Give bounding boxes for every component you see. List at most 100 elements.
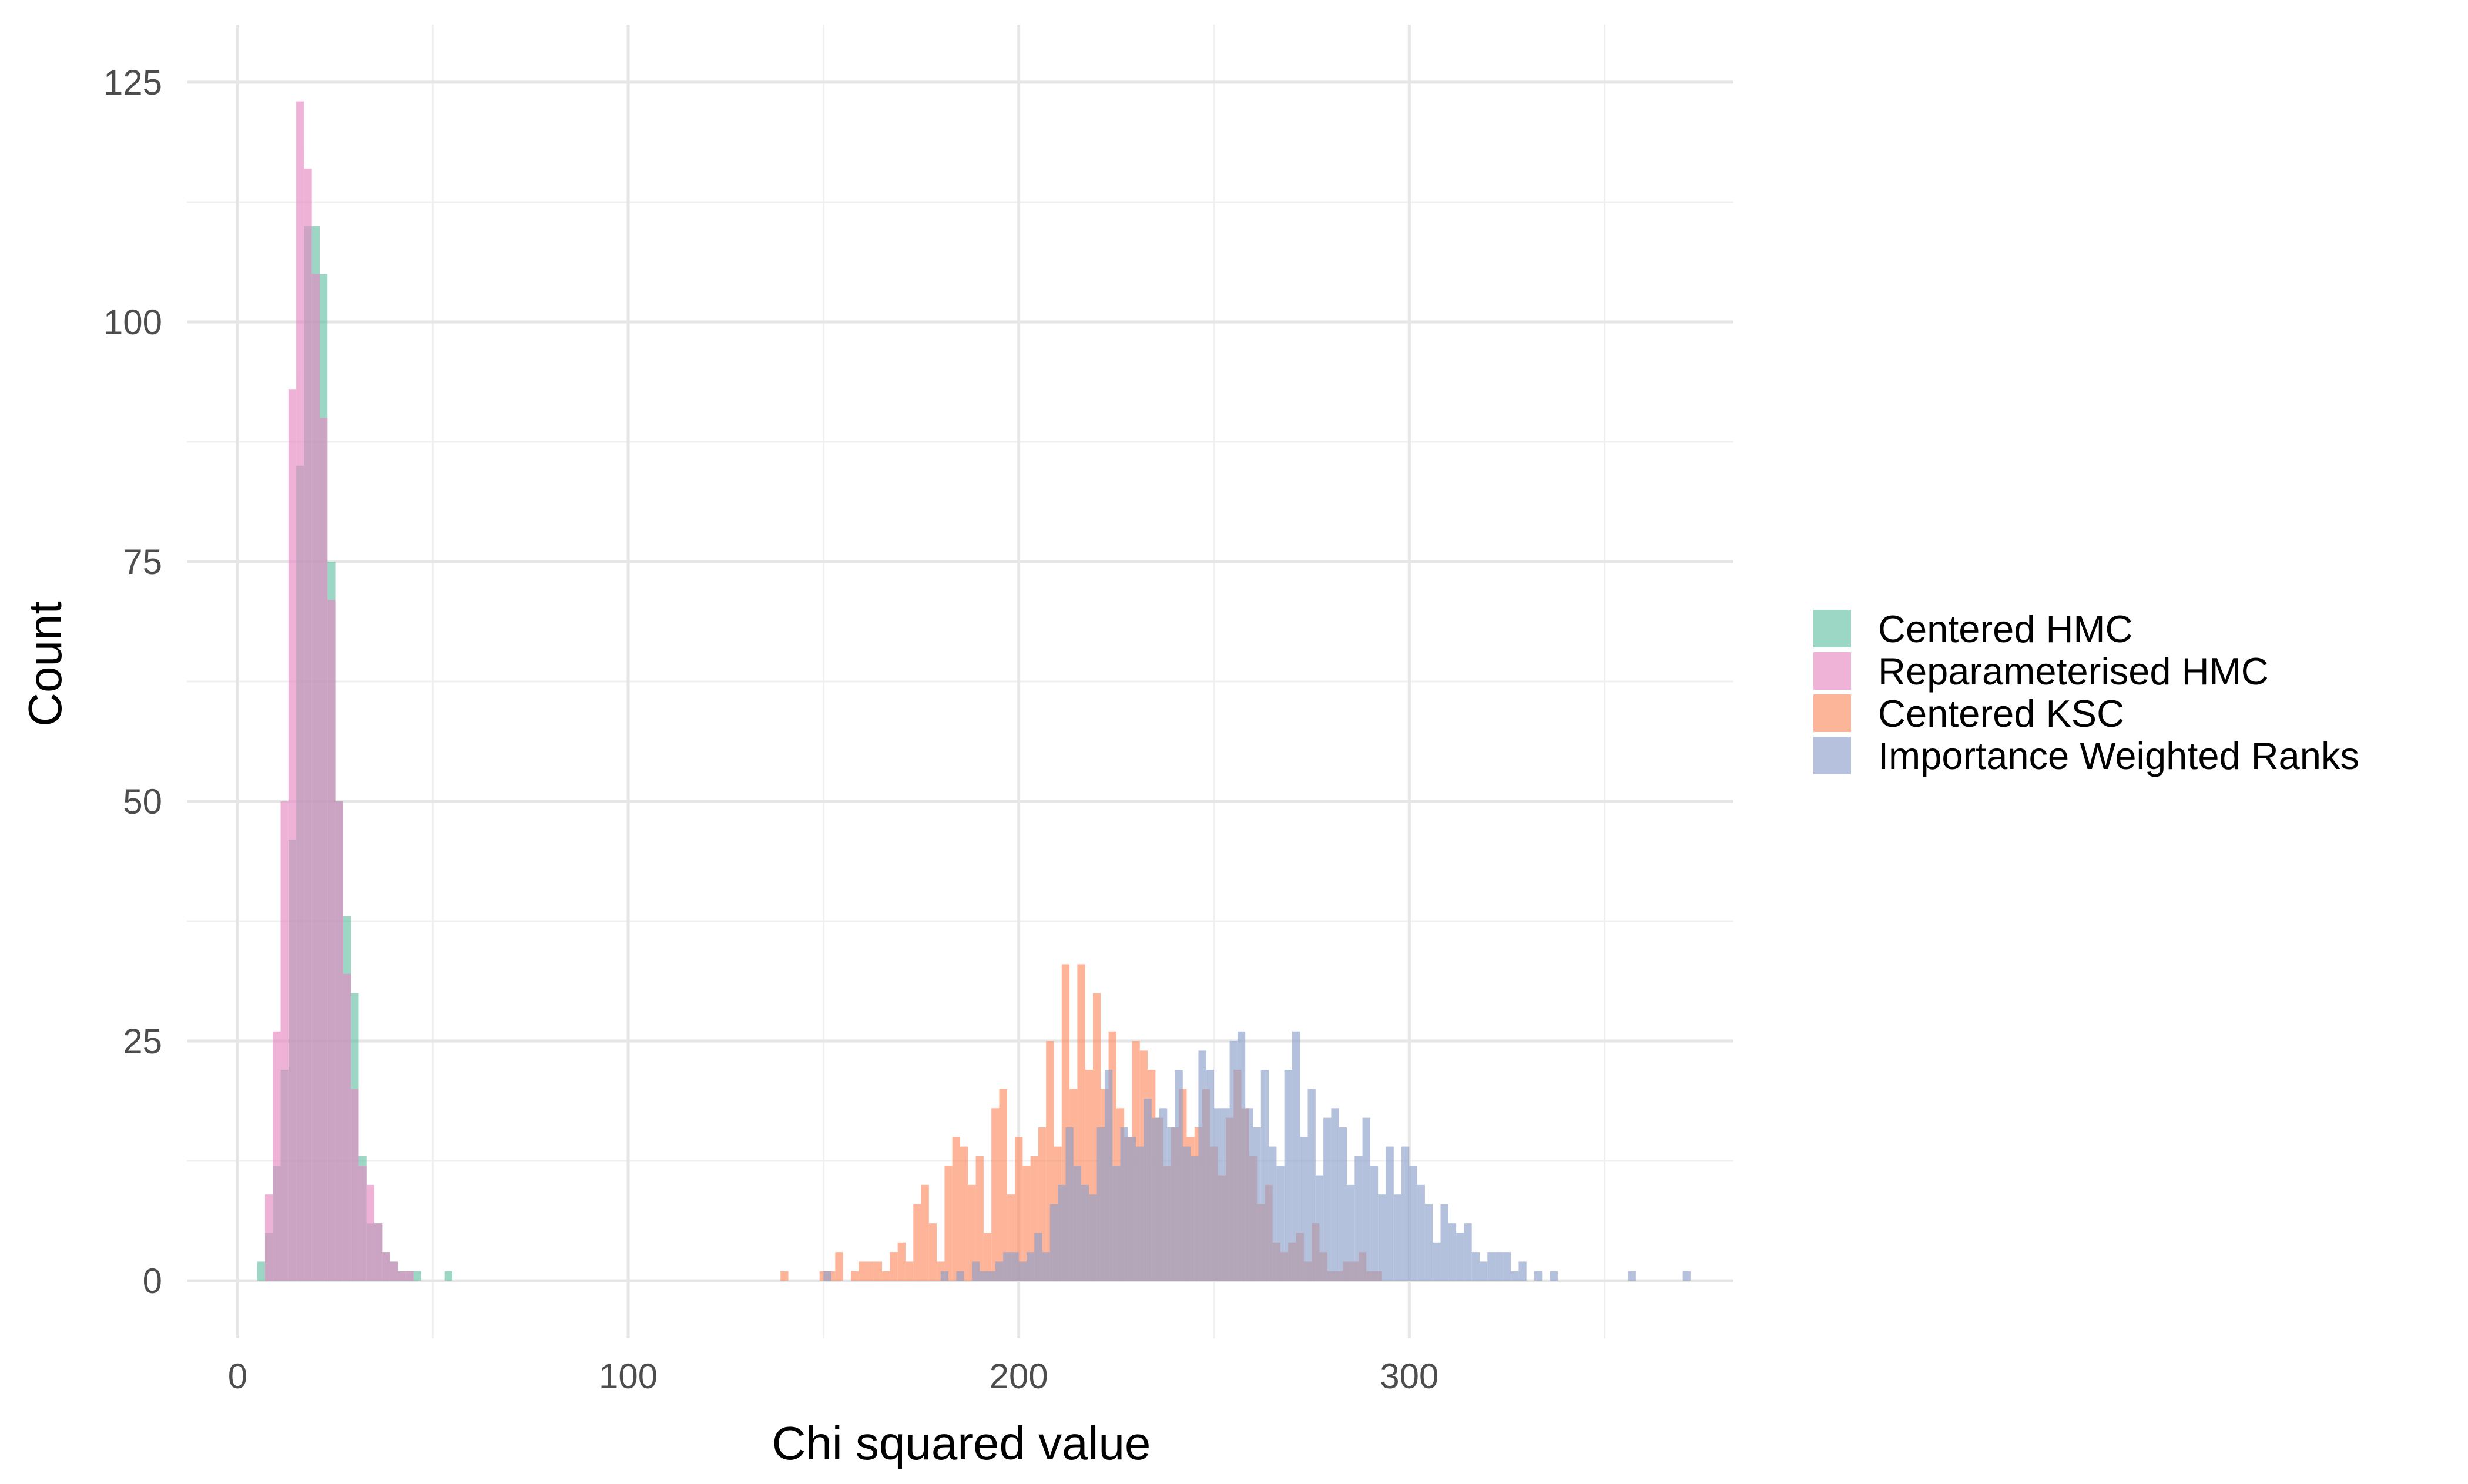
y-tick-label: 75 bbox=[123, 542, 162, 582]
histogram-bar bbox=[850, 1271, 859, 1281]
histogram-bar bbox=[1159, 1108, 1168, 1281]
histogram-bar bbox=[264, 1194, 273, 1281]
histogram-bar bbox=[1253, 1127, 1261, 1281]
histogram-bar bbox=[390, 1261, 398, 1281]
histogram-bar bbox=[1378, 1194, 1386, 1281]
y-tick-label: 100 bbox=[103, 303, 162, 342]
histogram-bar bbox=[1487, 1252, 1495, 1281]
legend-label: Reparameterised HMC bbox=[1878, 650, 2269, 693]
histogram-bar bbox=[1104, 1070, 1113, 1281]
histogram-bar bbox=[311, 274, 320, 1281]
histogram-bar bbox=[1682, 1271, 1691, 1281]
histogram-bar bbox=[1315, 1175, 1324, 1281]
histogram-bar bbox=[1245, 1108, 1253, 1281]
histogram-bar bbox=[866, 1261, 874, 1281]
histogram-bar bbox=[1015, 1137, 1023, 1281]
histogram-bar bbox=[1433, 1242, 1441, 1281]
histogram-bar bbox=[1003, 1252, 1011, 1281]
histogram-bar bbox=[1464, 1223, 1472, 1281]
histogram-bar bbox=[1331, 1108, 1339, 1281]
histogram-bar bbox=[1112, 1166, 1121, 1281]
y-tick-label: 125 bbox=[103, 63, 162, 102]
histogram-bar bbox=[823, 1271, 831, 1281]
histogram-bar bbox=[859, 1261, 867, 1281]
histogram-bar bbox=[1339, 1127, 1347, 1281]
histogram-bar bbox=[1167, 1127, 1175, 1281]
histogram-bar bbox=[835, 1252, 843, 1281]
legend-swatch bbox=[1813, 610, 1851, 647]
y-tick-label: 50 bbox=[123, 782, 162, 821]
histogram-bar bbox=[1018, 1261, 1027, 1281]
histogram-bar bbox=[335, 801, 343, 1281]
histogram-bar bbox=[874, 1261, 883, 1281]
histogram-bar bbox=[980, 1271, 988, 1281]
histogram-bar bbox=[1440, 1204, 1448, 1281]
tick-labels: 0 100 200 300 0 25 50 75 100 125 bbox=[103, 63, 1439, 1396]
histogram-bar bbox=[1292, 1031, 1300, 1281]
histogram-bar bbox=[1479, 1261, 1488, 1281]
histogram-bar bbox=[913, 1204, 921, 1281]
series-1 bbox=[264, 101, 414, 1281]
histogram-bar bbox=[991, 1108, 1000, 1281]
histogram-bar bbox=[960, 1146, 968, 1281]
histogram-bar bbox=[1284, 1070, 1292, 1281]
histogram-bar bbox=[288, 389, 297, 1281]
legend-label: Centered KSC bbox=[1878, 692, 2124, 735]
histogram-bar bbox=[1323, 1117, 1332, 1281]
histogram-bar bbox=[1417, 1184, 1425, 1281]
histogram-bar bbox=[280, 801, 289, 1281]
histogram-bar bbox=[1026, 1252, 1035, 1281]
legend-swatch bbox=[1813, 652, 1851, 690]
histogram-bar bbox=[882, 1271, 890, 1281]
histogram-bar bbox=[257, 1261, 265, 1281]
histogram-bar bbox=[1511, 1271, 1519, 1281]
histogram-bar bbox=[1471, 1252, 1480, 1281]
histogram-bar bbox=[1370, 1166, 1379, 1281]
histogram-bar bbox=[1362, 1117, 1370, 1281]
histogram-bar bbox=[968, 1184, 976, 1281]
histogram-bar bbox=[952, 1137, 960, 1281]
histogram-bar bbox=[296, 101, 304, 1281]
histogram-bar bbox=[327, 600, 336, 1281]
histogram-bar bbox=[1393, 1194, 1402, 1281]
histogram-bar bbox=[983, 1233, 992, 1281]
x-tick-label: 200 bbox=[990, 1357, 1048, 1396]
histogram-bar bbox=[413, 1271, 421, 1281]
histogram-bar bbox=[921, 1184, 929, 1281]
histogram-bar bbox=[1300, 1137, 1308, 1281]
histogram-bar bbox=[995, 1261, 1004, 1281]
histogram-bar bbox=[1198, 1050, 1206, 1281]
histogram-bar bbox=[1456, 1233, 1464, 1281]
histogram-bar bbox=[366, 1184, 375, 1281]
histogram-bar bbox=[890, 1252, 898, 1281]
histogram-bar bbox=[1229, 1041, 1238, 1281]
histogram-bar bbox=[780, 1271, 789, 1281]
histogram-bar bbox=[1518, 1261, 1527, 1281]
series-3 bbox=[823, 1031, 1691, 1281]
x-axis-title: Chi squared value bbox=[772, 1417, 1151, 1469]
histogram-bar bbox=[971, 1261, 980, 1281]
histogram-bar bbox=[956, 1271, 964, 1281]
histogram-bar bbox=[444, 1271, 452, 1281]
legend-swatch bbox=[1813, 694, 1851, 732]
x-tick-label: 300 bbox=[1380, 1357, 1438, 1396]
histogram-bar bbox=[975, 1156, 984, 1281]
histogram-bar bbox=[1307, 1089, 1316, 1281]
histogram-bar bbox=[1534, 1271, 1542, 1281]
histogram-bar bbox=[1424, 1204, 1433, 1281]
histogram-bar bbox=[1089, 1194, 1097, 1281]
histogram-bar bbox=[1011, 1252, 1019, 1281]
histogram-bar bbox=[1151, 1117, 1159, 1281]
histogram-bar bbox=[1269, 1146, 1277, 1281]
histogram-bar bbox=[1058, 1184, 1066, 1281]
histogram-bar bbox=[1065, 1127, 1074, 1281]
histogram-bar bbox=[397, 1271, 406, 1281]
histogram-bar bbox=[1448, 1223, 1457, 1281]
histogram-bar bbox=[405, 1271, 414, 1281]
histogram-bar bbox=[1136, 1146, 1144, 1281]
histogram-bar bbox=[1409, 1166, 1417, 1281]
histogram-bar bbox=[1042, 1252, 1050, 1281]
histogram-bar bbox=[1096, 1127, 1105, 1281]
